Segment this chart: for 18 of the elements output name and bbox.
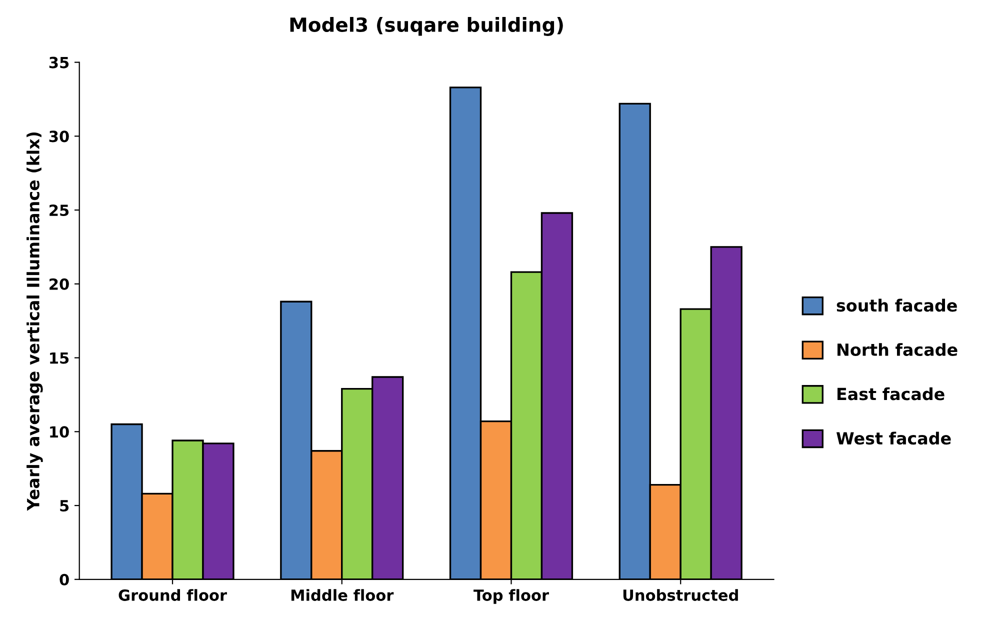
legend-label: North facade [838, 343, 958, 356]
y-tick-label: 0 [60, 574, 69, 586]
legend-label: East facade [838, 387, 944, 400]
y-tick-label: 30 [49, 130, 69, 142]
y-tick-label: 15 [50, 352, 69, 364]
y-tick-label: 10 [50, 426, 69, 438]
y-tick-label: 5 [60, 500, 69, 512]
x-tick-label: Ground floor [118, 589, 227, 601]
x-tick-label: Middle floor [291, 589, 394, 601]
y-tick-label: 25 [50, 204, 69, 216]
chart-title: Model3 (suqare building) [290, 16, 563, 36]
x-tick-label: Unobstructed [623, 589, 738, 601]
legend-label: West facade [836, 432, 951, 445]
legend-label: south facade [836, 298, 957, 312]
y-tick-label: 20 [50, 278, 69, 290]
x-tick-label: Top floor [474, 589, 549, 604]
y-tick-label: 35 [49, 56, 69, 68]
y-axis-title: Yearly average vertical Illuminance (klx) [26, 132, 43, 511]
